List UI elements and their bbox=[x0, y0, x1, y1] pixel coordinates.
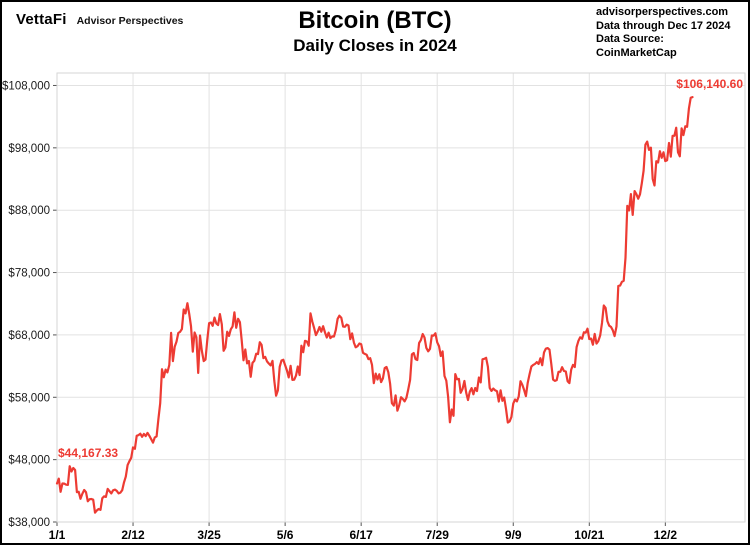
logo-brand: VettaFi bbox=[16, 11, 67, 28]
first-close-annotation: $44,167.33 bbox=[58, 446, 119, 460]
last-close-annotation: $106,140.60 bbox=[676, 77, 743, 91]
chart-subtitle: Daily Closes in 2024 bbox=[293, 36, 457, 55]
x-tick-label: 10/21 bbox=[574, 528, 604, 542]
x-tick-label: 3/25 bbox=[197, 528, 221, 542]
y-tick-label: $68,000 bbox=[8, 330, 50, 342]
vettafi-logo: VettaFi Advisor Perspectives bbox=[16, 11, 183, 28]
source-data-source: Data Source: CoinMarketCap bbox=[596, 33, 677, 59]
y-tick-label: $88,000 bbox=[8, 205, 50, 217]
chart-title: Bitcoin (BTC) bbox=[298, 7, 452, 34]
source-block: advisorperspectives.com Data through Dec… bbox=[596, 6, 744, 60]
x-tick-label: 2/12 bbox=[121, 528, 145, 542]
y-tick-label: $58,000 bbox=[8, 392, 50, 404]
source-website: advisorperspectives.com bbox=[596, 6, 729, 18]
source-data-through: Data through Dec 17 2024 bbox=[596, 19, 731, 32]
y-tick-label: $98,000 bbox=[8, 143, 50, 155]
logo-tagline: Advisor Perspectives bbox=[76, 15, 184, 27]
y-tick-label: $78,000 bbox=[8, 268, 50, 280]
x-tick-label: 6/17 bbox=[349, 528, 373, 542]
x-tick-label: 12/2 bbox=[654, 528, 678, 542]
y-tick-label: $108,000 bbox=[2, 80, 50, 92]
title-block: Bitcoin (BTC) Daily Closes in 2024 bbox=[0, 7, 750, 56]
x-tick-label: 1/1 bbox=[49, 528, 66, 542]
y-tick-label: $38,000 bbox=[8, 517, 50, 529]
y-tick-label: $48,000 bbox=[8, 455, 50, 467]
x-tick-label: 5/6 bbox=[277, 528, 294, 542]
plot-border bbox=[56, 72, 746, 523]
btc-price-line bbox=[55, 95, 694, 514]
x-tick-label: 9/9 bbox=[505, 528, 522, 542]
x-tick-label: 7/29 bbox=[426, 528, 450, 542]
